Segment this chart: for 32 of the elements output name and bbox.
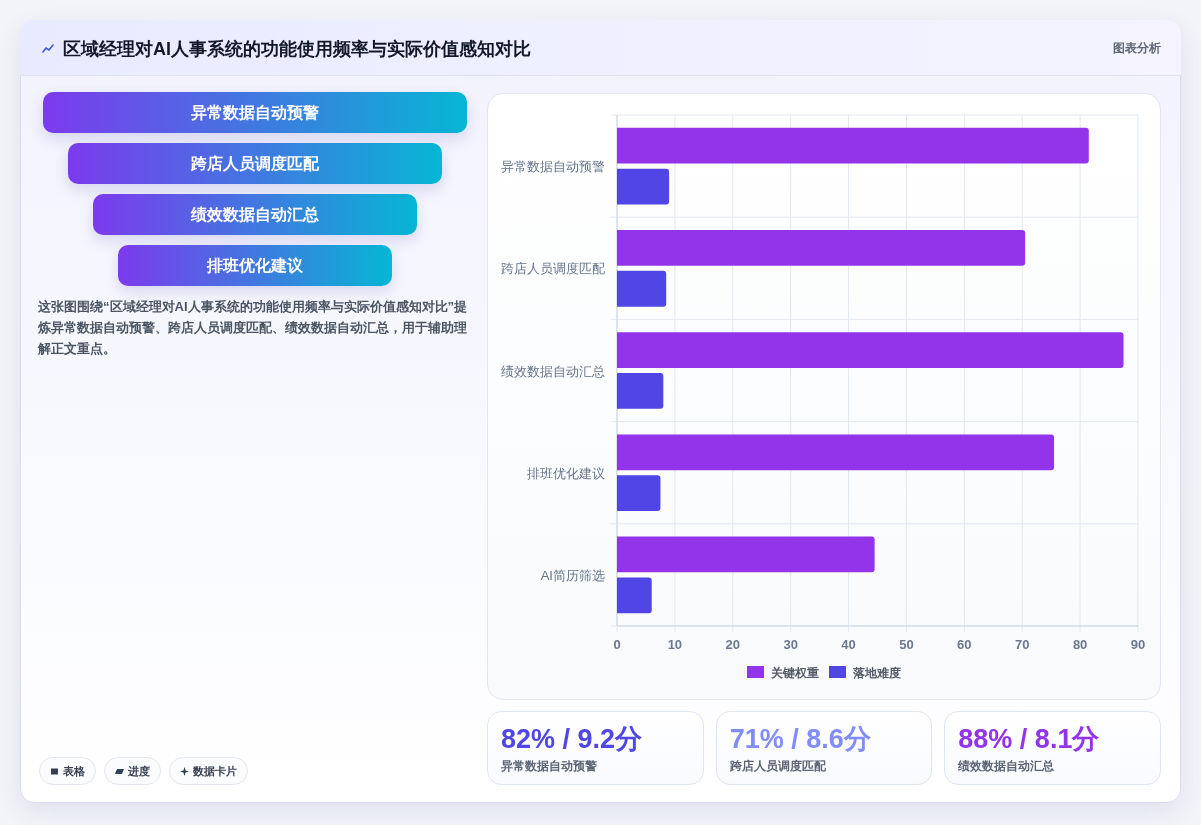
x-tick-label: 20 [725,637,741,652]
x-tick-label: 30 [783,637,798,652]
category-label: 排班优化建议 [118,245,392,286]
x-tick-label: 10 [667,637,683,652]
x-tick-label: 90 [1130,637,1146,652]
y-tick-label: AI简历筛选 [540,567,605,583]
text: 区域经理对AI人事系统的功能使用频率与实际价值感知对比 [63,38,531,61]
text: 71% / 8.6分 [729,724,871,754]
text: 进度 [128,764,150,778]
category-label: 跨店人员调度匹配 [729,758,826,774]
y-tick-label: 异常数据自动预警 [501,159,605,175]
x-tick-label: 50 [899,637,914,652]
category-label: 跨店人员调度匹配 [68,143,442,184]
legend-label: 落地难度 [852,665,901,680]
text: 数据卡片 [193,764,237,778]
x-tick-label: 60 [957,637,972,652]
text: 82% / 9.2分 [501,724,643,754]
category-label: 绩效数据自动汇总 [93,194,417,235]
text: 这张图围绕“区域经理对AI人事系统的功能使用频率与实际价值感知对比”提炼异常数据自动预警、跨店人员调度匹配、绩效数据自动汇总，用于辅助理解正文重点。 [38,298,468,358]
text: 图表分析 [1113,40,1161,56]
y-tick-label: 排班优化建议 [527,465,605,481]
text: 表格 [63,764,85,778]
x-tick-label: 70 [1014,637,1030,652]
x-tick-label: 40 [841,637,856,652]
category-label: 绩效数据自动汇总 [958,758,1055,774]
x-tick-label: 80 [1072,637,1088,652]
x-tick-label: 0 [613,637,621,652]
y-tick-label: 跨店人员调度匹配 [501,261,605,277]
text: 88% / 8.1分 [958,724,1100,754]
legend-label: 关键权重 [770,665,819,680]
category-label: 异常数据自动预警 [43,92,467,133]
y-tick-label: 绩效数据自动汇总 [501,363,605,379]
